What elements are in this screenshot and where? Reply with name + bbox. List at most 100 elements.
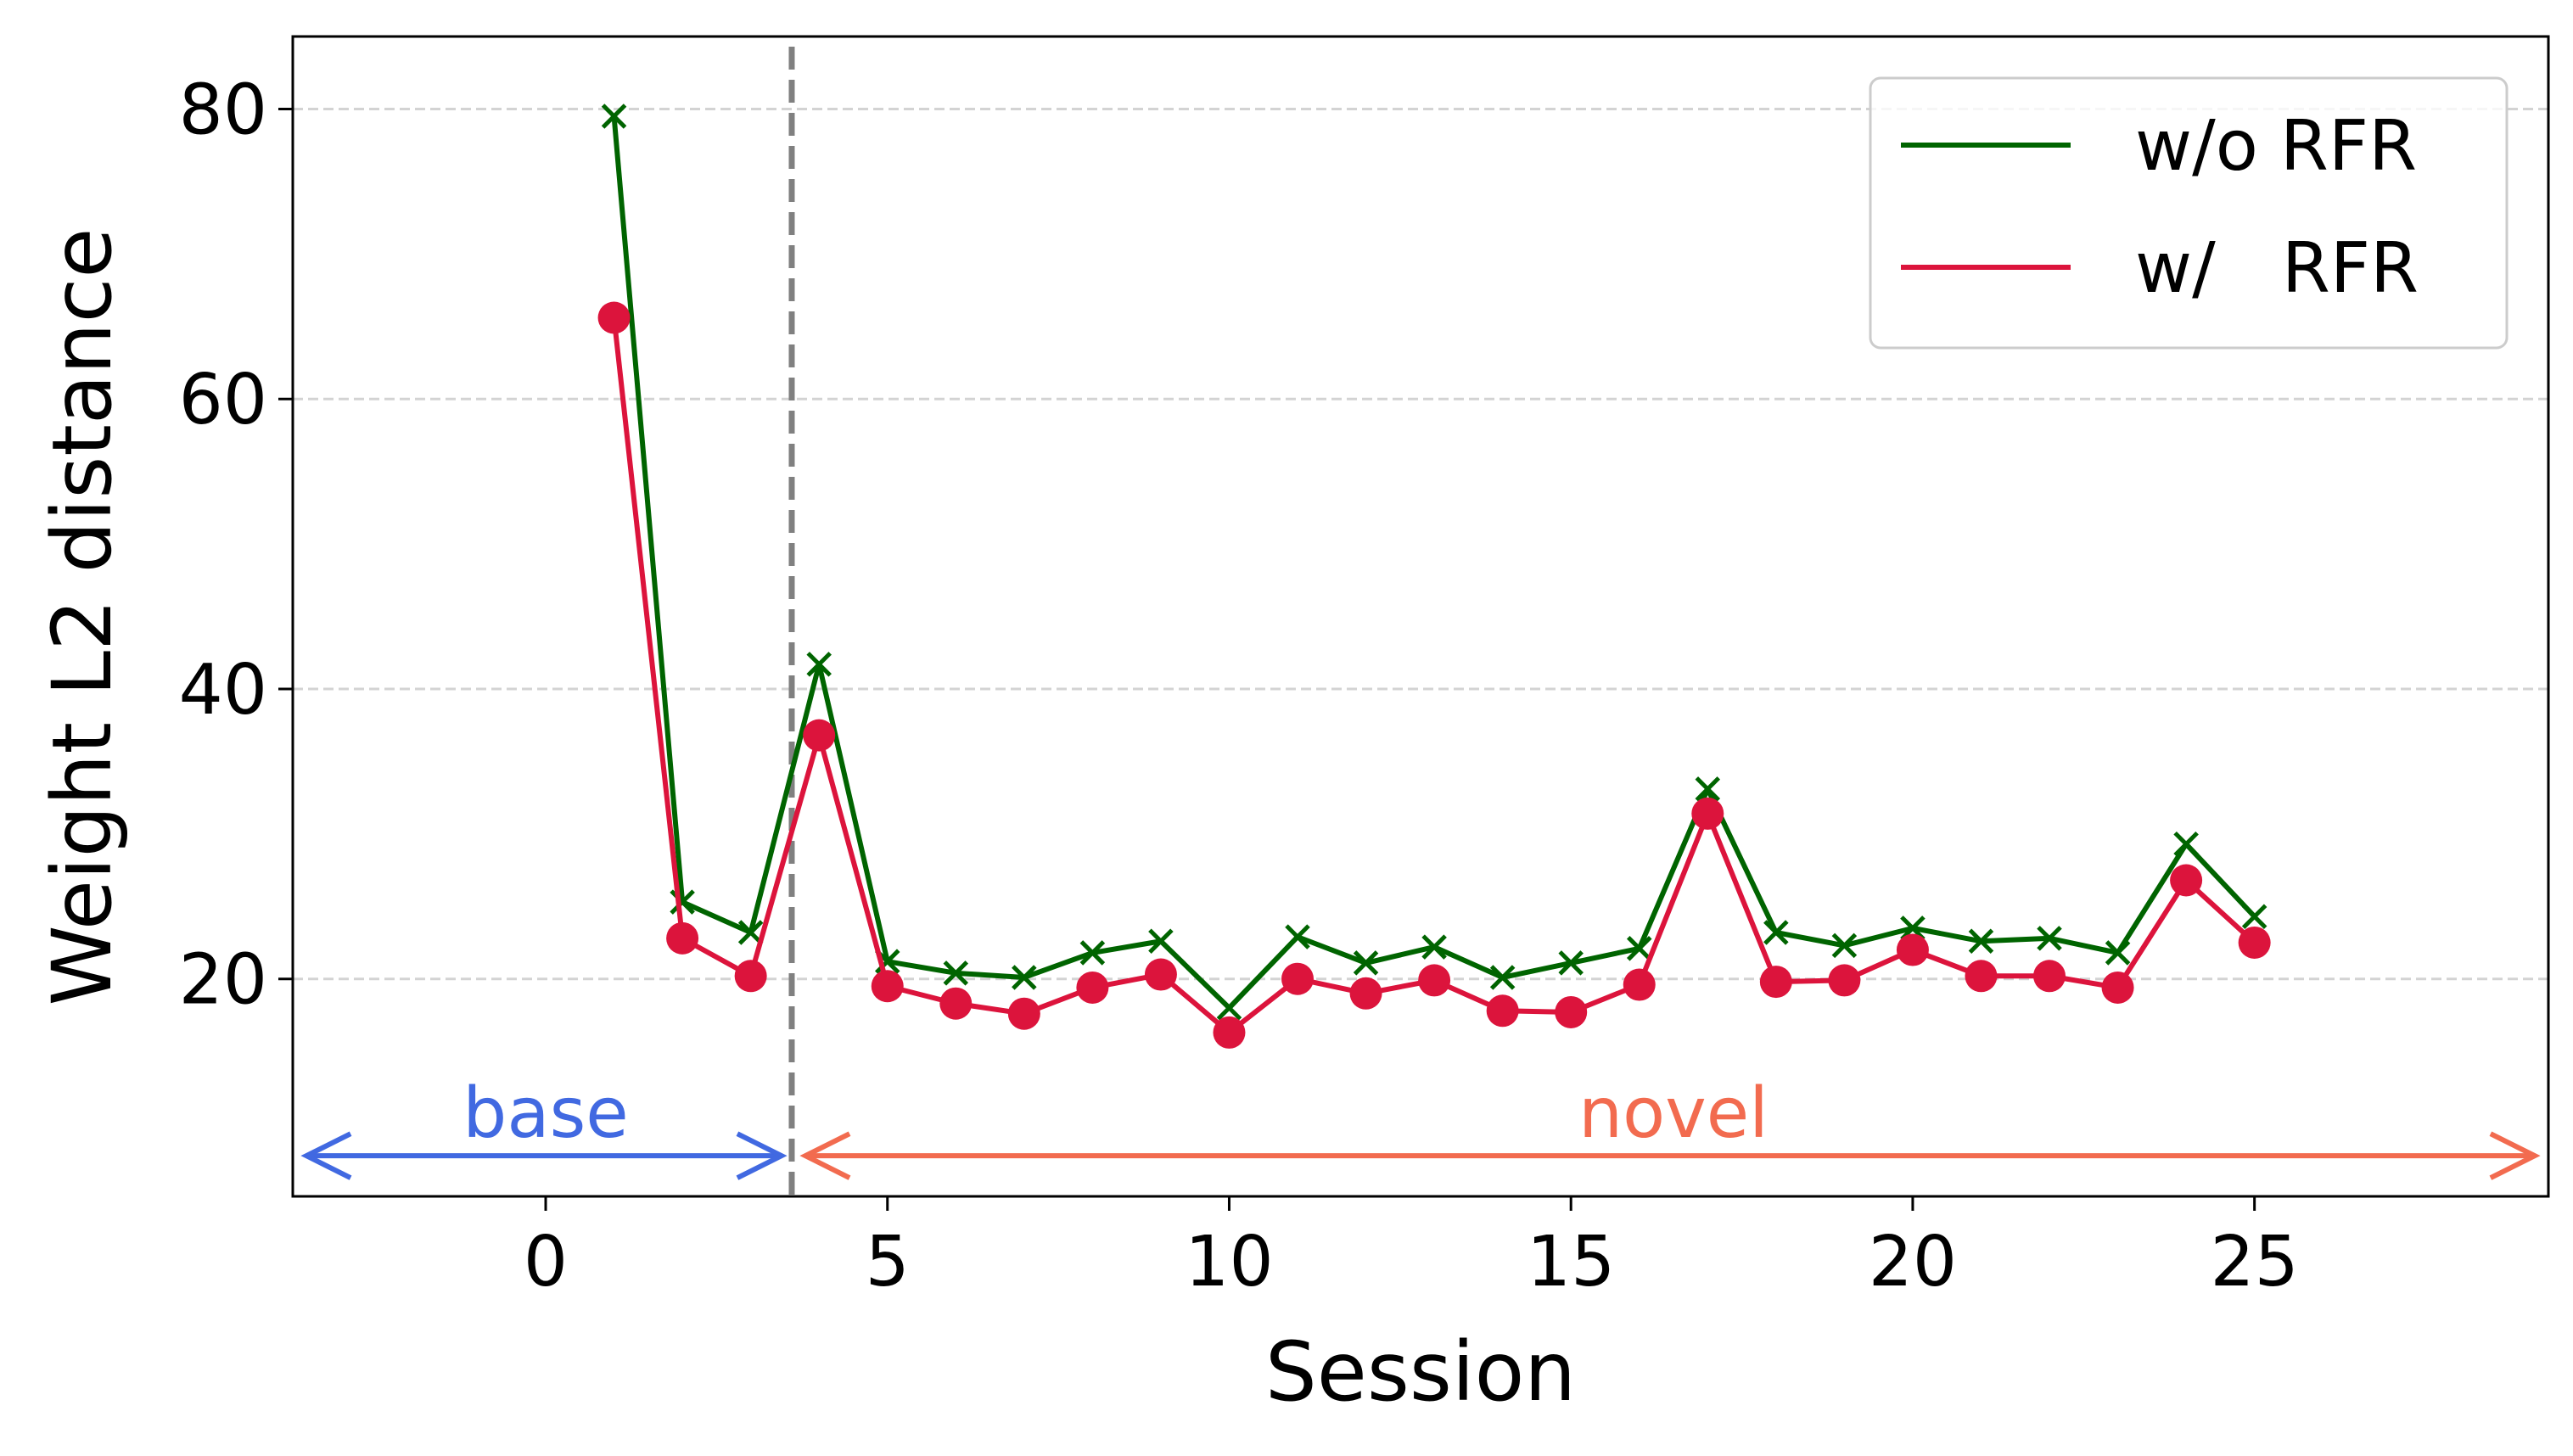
data-point-wo-rfr xyxy=(2037,926,2062,951)
data-point-wo-rfr xyxy=(2105,940,2131,966)
data-point-wo-rfr xyxy=(1489,965,1516,990)
data-point-wo-rfr xyxy=(1353,950,1379,976)
novel-region-label: novel xyxy=(1578,1073,1769,1154)
x-tick-label: 15 xyxy=(1527,1222,1615,1302)
x-marker-stroke xyxy=(1558,950,1584,976)
x-marker-stroke xyxy=(1353,950,1379,976)
x-tick-label: 25 xyxy=(2210,1222,2298,1302)
x-marker-stroke xyxy=(601,104,627,129)
data-point-wo-rfr xyxy=(1558,950,1584,976)
data-point-wo-rfr xyxy=(1695,776,1721,802)
x-marker-stroke xyxy=(2241,904,2267,929)
data-point-w-rfr xyxy=(1759,966,1792,999)
data-point-wo-rfr xyxy=(1626,936,1652,961)
data-point-w-rfr xyxy=(734,960,767,993)
novel-arrow-head-right xyxy=(2489,1131,2541,1180)
x-tick-label: 20 xyxy=(1869,1222,1957,1302)
x-marker-stroke xyxy=(1012,965,1037,990)
data-point-w-rfr xyxy=(1281,962,1315,995)
x-marker-stroke xyxy=(1421,934,1447,960)
data-point-w-rfr xyxy=(1486,994,1519,1028)
data-point-w-rfr xyxy=(597,301,631,334)
data-point-w-rfr xyxy=(1691,797,1724,830)
data-point-w-rfr xyxy=(1213,1016,1246,1049)
x-marker-stroke xyxy=(1900,916,1926,941)
data-point-wo-rfr xyxy=(1968,928,1994,955)
data-point-wo-rfr xyxy=(1285,924,1310,949)
data-point-w-rfr xyxy=(2170,864,2203,897)
data-point-w-rfr xyxy=(1965,960,1998,993)
x-marker-stroke xyxy=(2037,926,2062,951)
data-point-wo-rfr xyxy=(1831,932,1858,959)
legend-label-wo-rfr: w/o RFR xyxy=(2135,106,2417,187)
data-point-wo-rfr xyxy=(601,104,627,129)
data-point-wo-rfr xyxy=(1079,940,1106,966)
x-marker-stroke xyxy=(1489,965,1516,990)
x-marker-stroke xyxy=(943,960,969,986)
data-point-w-rfr xyxy=(1555,995,1588,1028)
data-point-wo-rfr xyxy=(943,960,969,986)
x-axis-title: Session xyxy=(1265,1324,1576,1420)
data-point-wo-rfr xyxy=(2173,832,2199,857)
data-point-wo-rfr xyxy=(2241,904,2267,929)
data-point-w-rfr xyxy=(1144,958,1177,991)
data-point-w-rfr xyxy=(1828,964,1861,997)
y-tick-label: 60 xyxy=(179,360,267,440)
base-region-label: base xyxy=(462,1073,628,1154)
data-point-w-rfr xyxy=(803,719,836,752)
x-tick-label: 0 xyxy=(524,1222,568,1302)
data-point-wo-rfr xyxy=(737,920,764,945)
x-marker-stroke xyxy=(1079,940,1106,966)
data-point-wo-rfr xyxy=(1900,916,1926,941)
x-marker-stroke xyxy=(874,949,900,974)
x-marker-stroke xyxy=(2173,832,2199,857)
plot-frame xyxy=(291,35,2550,1198)
legend-label-w-rfr: w/ RFR xyxy=(2135,228,2419,309)
data-point-wo-rfr xyxy=(1148,928,1174,955)
data-point-w-rfr xyxy=(2101,971,2134,1004)
y-tick-label: 40 xyxy=(179,650,267,731)
data-point-wo-rfr xyxy=(1421,934,1447,960)
data-point-w-rfr xyxy=(1349,977,1382,1010)
x-marker-stroke xyxy=(737,920,764,945)
base-arrow-head-right xyxy=(736,1131,788,1180)
region-annotations: base novel xyxy=(300,47,2541,1196)
data-point-wo-rfr xyxy=(1763,920,1789,945)
series-line-1 xyxy=(611,317,2256,1035)
data-point-w-rfr xyxy=(939,987,973,1020)
data-point-w-rfr xyxy=(1623,968,1656,1001)
x-marker-stroke xyxy=(1695,776,1721,802)
data-point-w-rfr xyxy=(1896,933,1929,966)
x-tick-label: 5 xyxy=(866,1222,910,1302)
data-point-w-rfr xyxy=(666,921,699,955)
axis-ticks: 20 40 60 80 0 5 10 15 20 25 xyxy=(179,70,2299,1302)
novel-arrow-head-left xyxy=(799,1131,851,1180)
x-marker-stroke xyxy=(1831,932,1858,959)
x-marker-stroke xyxy=(1968,928,1994,955)
data-point-wo-rfr xyxy=(806,652,832,677)
data-series xyxy=(597,104,2271,1049)
x-marker-stroke xyxy=(670,889,695,915)
x-marker-stroke xyxy=(2105,940,2131,966)
x-marker-stroke xyxy=(1216,995,1242,1021)
data-point-w-rfr xyxy=(2238,926,2271,959)
y-tick-label: 80 xyxy=(179,70,267,150)
data-point-w-rfr xyxy=(2033,960,2066,993)
y-tick-label: 20 xyxy=(179,940,267,1021)
x-tick-label: 10 xyxy=(1185,1222,1273,1302)
base-arrow-head-left xyxy=(300,1131,352,1180)
data-point-wo-rfr xyxy=(1216,995,1242,1021)
x-marker-stroke xyxy=(1626,936,1652,961)
data-point-w-rfr xyxy=(871,970,904,1003)
legend: w/o RFR w/ RFR xyxy=(1869,76,2509,350)
data-point-wo-rfr xyxy=(1012,965,1037,990)
y-axis-title: Weight L2 distance xyxy=(35,228,130,1006)
x-marker-stroke xyxy=(806,652,832,677)
x-marker-stroke xyxy=(1285,924,1310,949)
data-point-w-rfr xyxy=(1418,964,1451,997)
data-point-w-rfr xyxy=(1076,971,1109,1004)
x-marker-stroke xyxy=(1148,928,1174,955)
data-point-w-rfr xyxy=(1007,997,1040,1030)
x-marker-stroke xyxy=(1763,920,1789,945)
